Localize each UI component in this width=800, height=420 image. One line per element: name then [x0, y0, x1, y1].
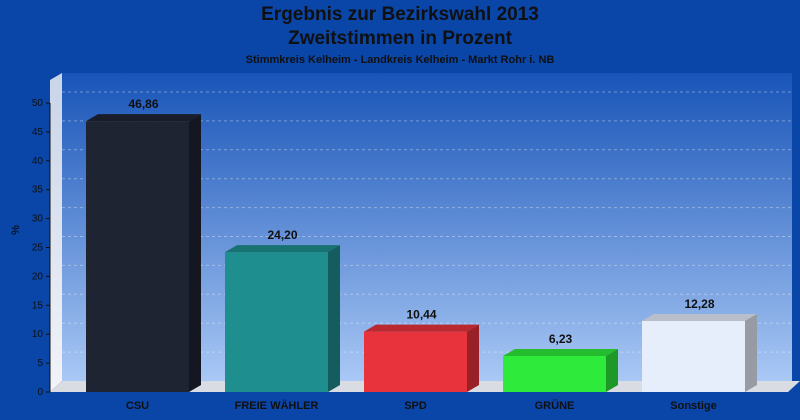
y-tick-label: 0 — [37, 387, 43, 398]
data-label: 6,23 — [549, 332, 573, 346]
bar-gr-ne — [503, 348, 618, 392]
bar-side — [467, 324, 479, 392]
data-label: 24,20 — [267, 228, 297, 242]
bar-front — [225, 252, 328, 392]
bar-spd — [364, 324, 479, 392]
bar-top — [225, 245, 340, 253]
chart-subtitle: Stimmkreis Kelheim - Landkreis Kelheim -… — [245, 54, 555, 66]
y-axis-label: % — [10, 225, 22, 235]
y-tick-label: 10 — [32, 329, 44, 340]
x-tick-label: GRÜNE — [535, 399, 575, 412]
bar-front — [86, 121, 189, 392]
bar-csu — [86, 114, 201, 392]
y-tick-label: 15 — [32, 300, 44, 311]
bar-side — [606, 348, 618, 392]
bar-side — [745, 314, 757, 392]
data-label: 12,28 — [684, 297, 714, 311]
x-tick-label: CSU — [126, 400, 149, 412]
data-label: 46,86 — [128, 97, 158, 111]
bar-front — [503, 355, 606, 392]
y-tick-label: 25 — [32, 243, 44, 254]
bar-sonstige — [642, 314, 757, 392]
y-tick-label: 40 — [32, 156, 44, 167]
bar-front — [642, 321, 745, 392]
y-tick-label: 50 — [32, 98, 44, 109]
y-tick-label: 30 — [32, 214, 44, 225]
chart-title-line-2: Zweitstimmen in Prozent — [288, 28, 512, 49]
bar-top — [642, 314, 757, 322]
x-tick-label: FREIE WÄHLER — [235, 399, 319, 412]
bar-top — [503, 348, 618, 356]
bar-top — [364, 324, 479, 332]
data-label: 10,44 — [406, 308, 436, 322]
y-tick-label: 20 — [32, 271, 44, 282]
y-tick-label: 45 — [32, 127, 44, 138]
bar-top — [86, 114, 201, 122]
bar-front — [364, 331, 467, 392]
bar-side — [189, 114, 201, 392]
y-tick-label: 5 — [37, 358, 43, 369]
chart-title: Ergebnis zur Bezirkswahl 2013 — [261, 4, 539, 25]
x-tick-label: Sonstige — [670, 400, 716, 412]
x-tick-label: SPD — [404, 400, 427, 412]
y-tick-label: 35 — [32, 185, 44, 196]
left-wall — [50, 73, 62, 392]
bar-freie-w-hler — [225, 245, 340, 392]
bar-side — [328, 245, 340, 392]
